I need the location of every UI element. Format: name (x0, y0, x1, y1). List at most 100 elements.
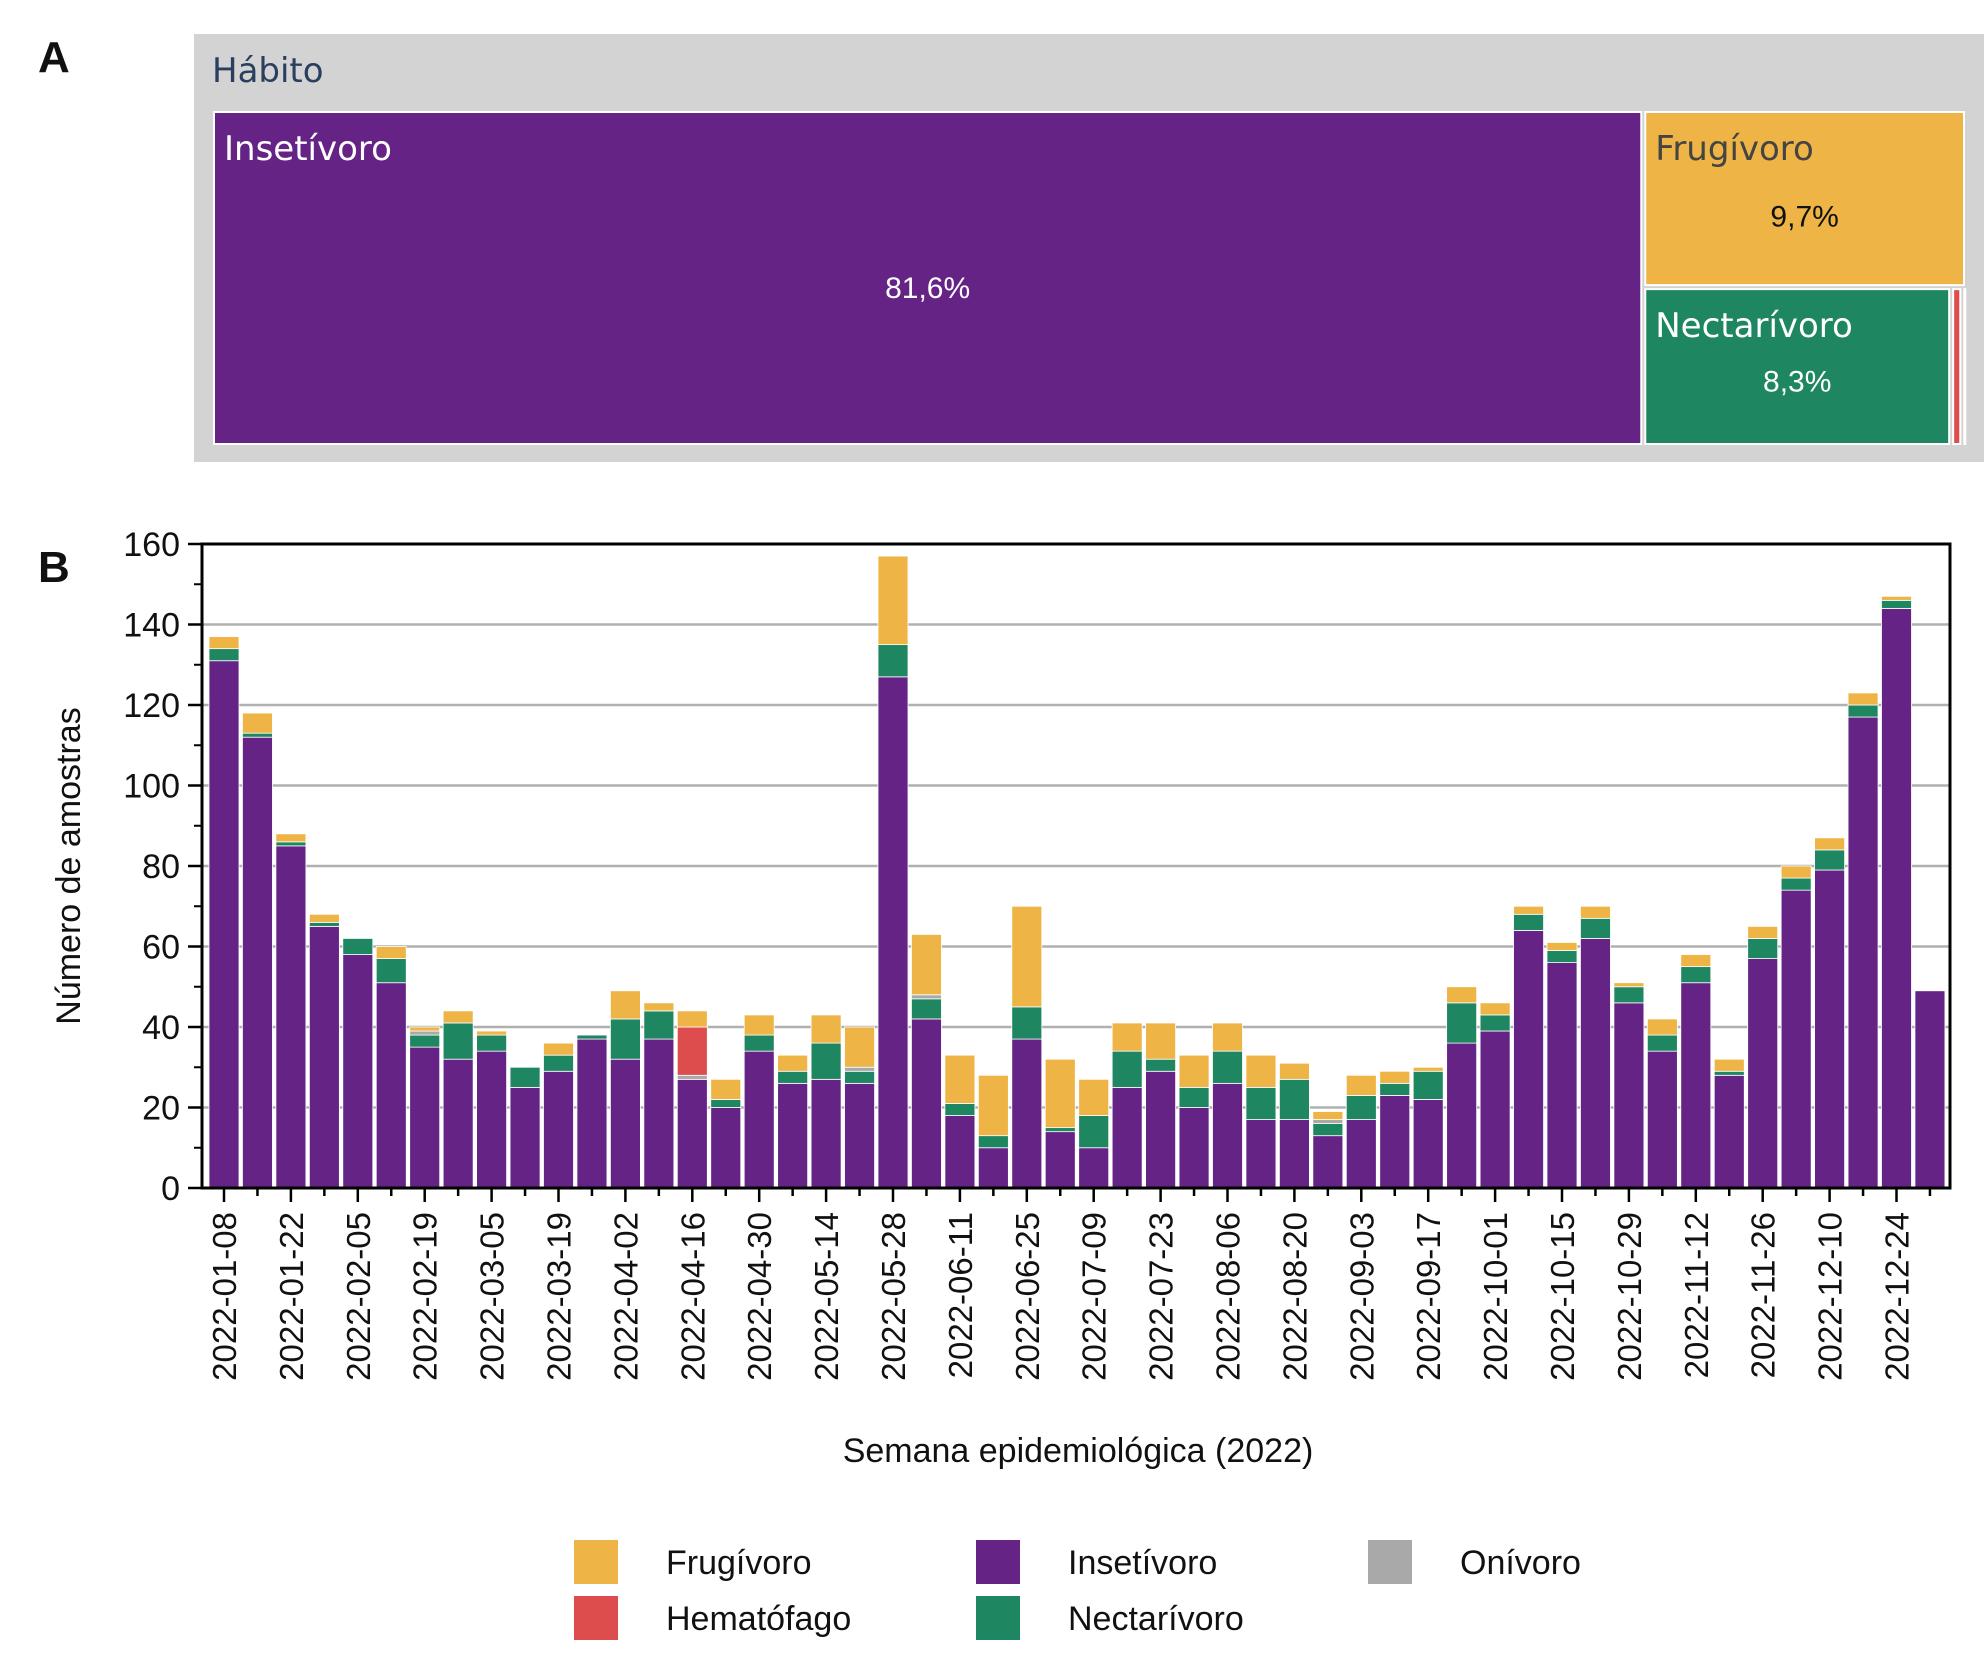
x-tick-label: 2022-02-19 (407, 1212, 444, 1381)
bar-segment-insetivoro (275, 845, 307, 1189)
bar-segment-frugivoro (777, 1054, 809, 1072)
bar-segment-hematofago (676, 1026, 708, 1076)
treemap-label-nectarivoro: Nectarívoro (1655, 306, 1853, 346)
bar-segment-insetivoro (676, 1078, 708, 1189)
bar-segment-frugivoro (1178, 1054, 1210, 1088)
bar-segment-frugivoro (1814, 837, 1845, 851)
treemap-label-frugivoro: Frugívoro (1655, 129, 1814, 169)
x-tick-label: 2022-06-25 (1009, 1212, 1046, 1381)
bar-segment-frugivoro (1680, 954, 1712, 968)
bar-segment-frugivoro (1580, 905, 1611, 919)
legend-label-onivoro: Onívoro (1460, 1544, 1581, 1582)
bar-segment-nectarivoro (1412, 1070, 1444, 1100)
bar-segment-frugivoro (1312, 1111, 1344, 1120)
x-tick-label: 2022-10-29 (1611, 1212, 1648, 1381)
x-tick-label: 2022-04-30 (741, 1212, 778, 1381)
bar-segment-frugivoro (676, 1010, 708, 1028)
bar-segment-nectarivoro (1680, 966, 1712, 984)
x-tick-label: 2022-05-14 (808, 1212, 845, 1381)
bar-segment-nectarivoro (1279, 1078, 1310, 1120)
stacked-bars (208, 555, 1946, 1189)
bar-segment-insetivoro (1680, 982, 1712, 1189)
y-axis: 0 20 40 60 80 100 120 140 160 (123, 526, 202, 1208)
bar-segment-nectarivoro (1513, 913, 1544, 931)
bar-segment-nectarivoro (1446, 1002, 1478, 1044)
bar-segment-insetivoro (242, 736, 273, 1189)
x-tick-label: 2022-10-15 (1544, 1212, 1581, 1381)
treemap-tile-insetivoro (213, 111, 1643, 445)
bar-segment-frugivoro (275, 833, 307, 843)
y-tick-label: 20 (142, 1090, 180, 1128)
bar-segment-insetivoro (1412, 1099, 1444, 1189)
bar-segment-nectarivoro (1479, 1014, 1511, 1032)
bar-segment-nectarivoro (777, 1070, 809, 1084)
y-tick-label: 40 (142, 1009, 180, 1047)
x-tick-label: 2022-12-10 (1812, 1212, 1849, 1381)
bar-segment-insetivoro (1513, 930, 1544, 1189)
bar-segment-frugivoro (1145, 1022, 1176, 1060)
bar-segment-insetivoro (308, 925, 340, 1189)
treemap-root-label: Hábito (212, 51, 324, 91)
y-tick-label: 100 (123, 768, 180, 806)
y-tick-label: 140 (123, 607, 180, 645)
bar-segment-frugivoro (1412, 1066, 1444, 1072)
bar-segment-insetivoro (509, 1086, 541, 1189)
bar-segment-insetivoro (1379, 1095, 1411, 1189)
bar-segment-insetivoro (1245, 1119, 1277, 1189)
x-axis-title: Semana epidemiológica (2022) (843, 1432, 1314, 1470)
bar-segment-nectarivoro (1613, 986, 1645, 1004)
bar-segment-insetivoro (710, 1107, 742, 1189)
bar-segment-insetivoro (1446, 1042, 1478, 1189)
bar-segment-nectarivoro (1078, 1115, 1110, 1149)
bar-segment-insetivoro (1212, 1082, 1243, 1189)
bar-segment-insetivoro (1145, 1070, 1176, 1189)
bar-segment-insetivoro (543, 1070, 574, 1189)
bar-segment-nectarivoro (1847, 704, 1879, 718)
bar-segment-nectarivoro (509, 1066, 541, 1088)
bar-segment-frugivoro (710, 1078, 742, 1100)
legend-swatch-nectarivoro (976, 1596, 1020, 1640)
bar-segment-frugivoro (1747, 925, 1779, 939)
bar-segment-frugivoro (1011, 905, 1043, 1008)
bar-segment-frugivoro (1713, 1058, 1745, 1072)
bar-segment-insetivoro (409, 1046, 441, 1189)
bar-segment-insetivoro (375, 982, 407, 1189)
legend-label-frugivoro: Frugívoro (666, 1544, 812, 1582)
bar-segment-frugivoro (1044, 1058, 1076, 1129)
bar-segment-frugivoro (1212, 1022, 1243, 1052)
bar-segment-insetivoro (442, 1058, 474, 1189)
bar-segment-frugivoro (442, 1010, 474, 1024)
bar-segment-frugivoro (877, 555, 909, 646)
treemap: Insetívoro 81,6% Frugívoro 9,7% Nectarívoro 8… (213, 111, 1967, 445)
bar-segment-nectarivoro (1212, 1050, 1243, 1084)
bar-segment-insetivoro (1546, 962, 1578, 1189)
bar-segment-nectarivoro (977, 1135, 1009, 1149)
bar-segment-frugivoro (1279, 1062, 1310, 1080)
bar-segment-frugivoro (1345, 1074, 1377, 1096)
bar-segment-insetivoro (1178, 1107, 1210, 1189)
bar-segment-insetivoro (1580, 938, 1611, 1189)
bar-segment-insetivoro (1914, 990, 1946, 1189)
bar-segment-nectarivoro (1178, 1086, 1210, 1108)
bar-segment-frugivoro (1078, 1078, 1110, 1116)
y-tick-label: 0 (161, 1170, 180, 1208)
bar-segment-frugivoro (1245, 1054, 1277, 1088)
y-tick-label: 60 (142, 929, 180, 967)
bar-segment-frugivoro (610, 990, 641, 1020)
bar-segment-frugivoro (844, 1026, 875, 1068)
bar-segment-frugivoro (1513, 905, 1544, 915)
bar-segment-nectarivoro (1345, 1095, 1377, 1120)
bar-segment-frugivoro (1379, 1070, 1411, 1084)
legend-label-hematofago: Hematófago (666, 1600, 851, 1638)
bar-segment-insetivoro (777, 1082, 809, 1189)
y-tick-label: 160 (123, 526, 180, 564)
bar-segment-frugivoro (208, 636, 240, 650)
bar-segment-frugivoro (1847, 692, 1879, 706)
x-tick-label: 2022-02-05 (340, 1212, 377, 1381)
bar-segment-nectarivoro (877, 644, 909, 678)
legend: Frugívoro Hematófago Insetívoro Nectarívoro… (574, 1540, 1581, 1640)
bar-segment-nectarivoro (743, 1034, 775, 1052)
bar-segment-insetivoro (208, 660, 240, 1189)
legend-swatch-hematofago (574, 1596, 618, 1640)
